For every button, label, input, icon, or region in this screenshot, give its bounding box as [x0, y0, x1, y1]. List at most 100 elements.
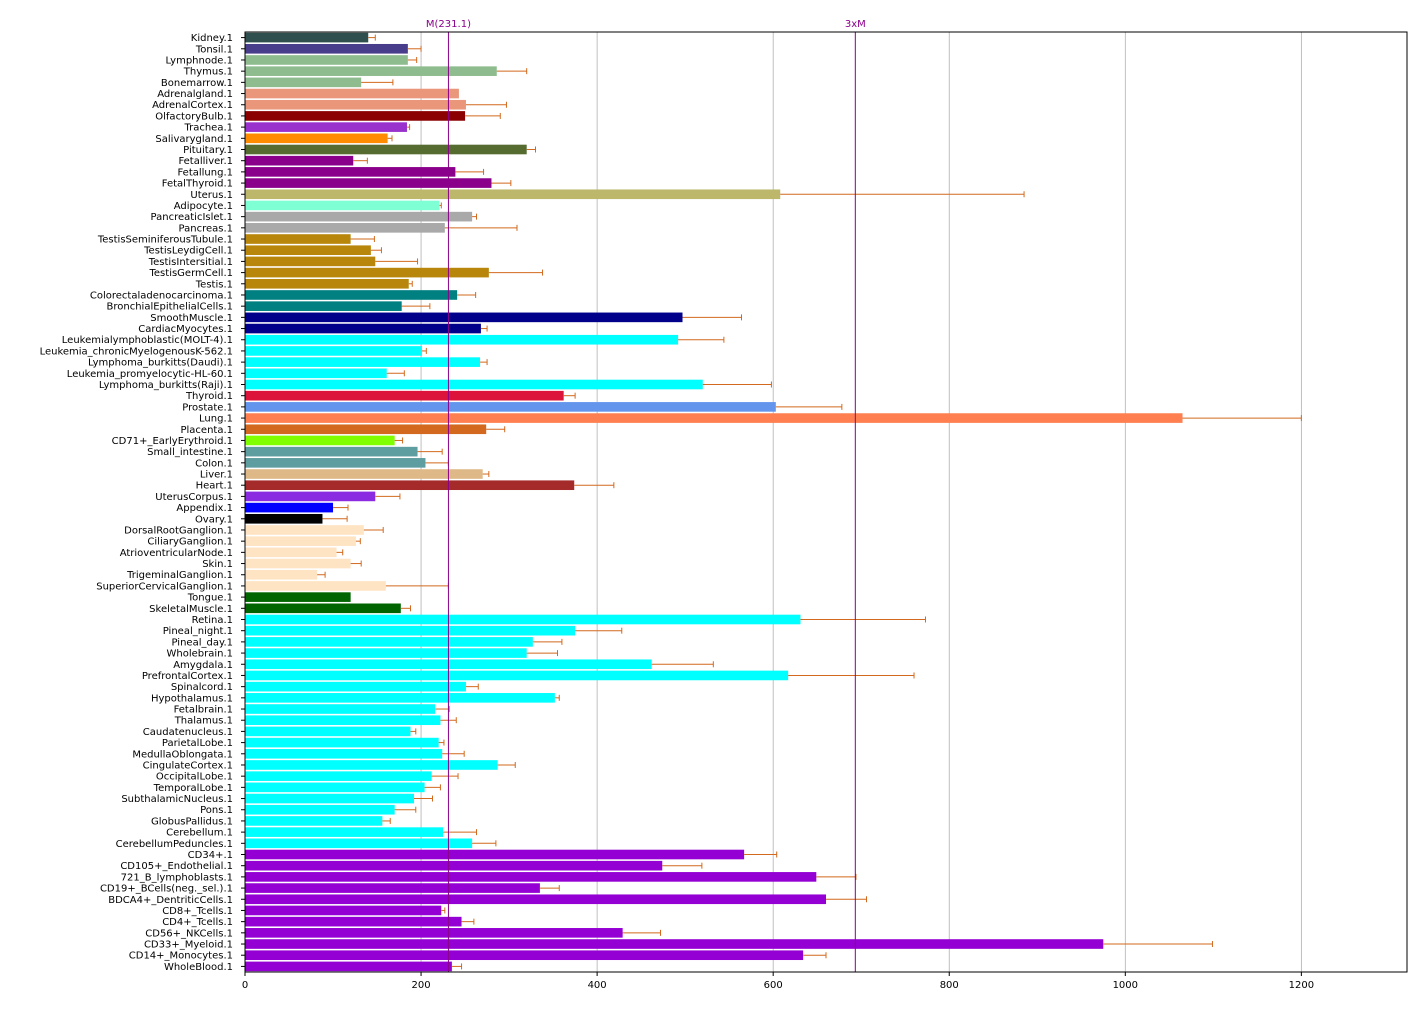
y-tick-label: Thyroid.1: [185, 391, 233, 402]
bar: [245, 267, 489, 278]
bar: [245, 346, 422, 356]
bar: [245, 413, 1183, 423]
bar: [245, 144, 527, 155]
bar: [245, 693, 555, 703]
bar: [245, 939, 1104, 949]
y-tick-label: Wholebrain.1: [166, 649, 233, 660]
bar: [245, 200, 440, 211]
bar: [245, 234, 351, 244]
y-tick-label: Fetalbrain.1: [174, 705, 233, 716]
bar: [245, 793, 415, 804]
bar: [245, 905, 442, 916]
y-tick-label: Fetalliver.1: [178, 156, 233, 167]
y-tick-label: SuperiorCervicalGanglion.1: [96, 581, 233, 592]
bar: [245, 77, 362, 88]
y-tick-label: UterusCorpus.1: [155, 492, 233, 503]
y-tick-label: SubthalamicNucleus.1: [121, 794, 233, 805]
bar: [245, 290, 458, 300]
y-tick-label: CingulateCortex.1: [143, 760, 233, 771]
y-tick-label: Adipocyte.1: [174, 201, 233, 212]
y-tick-label: Appendix.1: [176, 503, 233, 514]
y-tick-label: Tongue.1: [187, 593, 233, 604]
y-tick-label: TestisGermCell.1: [149, 268, 234, 279]
bar: [245, 748, 443, 759]
y-tick-label: CD105+_Endothelial.1: [120, 861, 233, 872]
bar: [245, 43, 408, 54]
y-tick-label: AtrioventricularNode.1: [120, 548, 233, 559]
y-tick-label: ParietalLobe.1: [162, 738, 233, 749]
y-tick-label: TestisIntersitial.1: [148, 257, 233, 268]
y-tick-label: CD8+_Tcells.1: [162, 906, 233, 917]
bar: [245, 737, 439, 748]
bar: [245, 681, 466, 692]
bar: [245, 301, 402, 311]
bar: [245, 525, 364, 535]
y-tick-label: Uterus.1: [190, 190, 233, 201]
grid-lines: [420, 32, 1302, 972]
y-tick-label: Ovary.1: [195, 514, 233, 525]
bar: [245, 637, 533, 647]
y-tick-label: Cerebellum.1: [166, 828, 233, 839]
y-tick-label: CD34+.1: [188, 850, 233, 861]
y-tick-label: Colorectaladenocarcinoma.1: [90, 290, 233, 301]
y-tick-label: BDCA4+_DentriticCells.1: [108, 895, 233, 906]
bar: [245, 569, 318, 580]
y-tick-label: WholeBlood.1: [164, 962, 233, 973]
bar: [245, 155, 354, 166]
y-tick-label: PancreaticIslet.1: [151, 212, 233, 223]
plot-frame: [244, 31, 1408, 973]
bar: [245, 614, 801, 625]
bar: [245, 894, 826, 905]
bar: [245, 928, 623, 938]
y-tick-label: Pineal_night.1: [163, 626, 233, 637]
bar: [245, 99, 466, 110]
bar: [245, 961, 452, 972]
x-tick-label: 400: [588, 980, 607, 991]
y-tick-label: Lymphoma_burkitts(Daudi).1: [88, 358, 233, 369]
bar: [245, 502, 334, 513]
bars: [245, 32, 1183, 972]
y-tick-label: CD71+_EarlyErythroid.1: [112, 436, 233, 447]
bar: [245, 133, 388, 144]
y-tick-label: Thymus.1: [183, 67, 233, 78]
y-tick-label: Spinalcord.1: [171, 682, 233, 693]
y-tick-label: Amygdala.1: [173, 660, 233, 671]
x-tick-label: 600: [764, 980, 783, 991]
bar: [245, 603, 401, 614]
bar: [245, 223, 445, 233]
bar: [245, 491, 376, 502]
bar: [245, 782, 425, 793]
bar: [245, 390, 564, 401]
bar: [245, 547, 337, 558]
y-tick-label: Lung.1: [199, 414, 233, 425]
bar: [245, 55, 408, 65]
bar: [245, 211, 473, 222]
bar: [245, 872, 817, 882]
bar: [245, 88, 459, 99]
y-tick-label: Placenta.1: [180, 425, 233, 436]
y-tick-label: Lymphoma_burkitts(Raji).1: [99, 380, 233, 391]
reference-lines: M(231.1) 3xM: [426, 19, 866, 972]
bar: [245, 771, 432, 781]
y-tick-label: Small_intestine.1: [147, 447, 233, 458]
y-tick-label: Tonsil.1: [195, 44, 233, 55]
y-tick-label: Leukemia_chronicMyelogenousK-562.1: [40, 346, 233, 357]
y-tick-label: Adrenalgland.1: [157, 89, 233, 100]
y-tick-label: Fetallung.1: [177, 167, 233, 178]
y-tick-label: CerebellumPeduncles.1: [116, 839, 233, 850]
y-tick-label: Kidney.1: [191, 33, 233, 44]
bar: [245, 32, 369, 43]
bar: [245, 883, 540, 893]
bar: [245, 513, 323, 524]
y-tick-label: 721_B_lymphoblasts.1: [121, 872, 233, 883]
y-tick-label: SmoothMuscle.1: [150, 313, 233, 324]
y-tick-label: Liver.1: [200, 470, 233, 481]
reference-line-label: M(231.1): [426, 19, 471, 30]
bar: [245, 379, 703, 390]
y-tick-label: SkeletalMuscle.1: [149, 604, 233, 615]
y-tick-label: TemporalLobe.1: [153, 783, 233, 794]
x-tick-label: 0: [242, 980, 248, 991]
bar: [245, 804, 395, 815]
y-tick-label: PrefrontalCortex.1: [142, 671, 233, 682]
